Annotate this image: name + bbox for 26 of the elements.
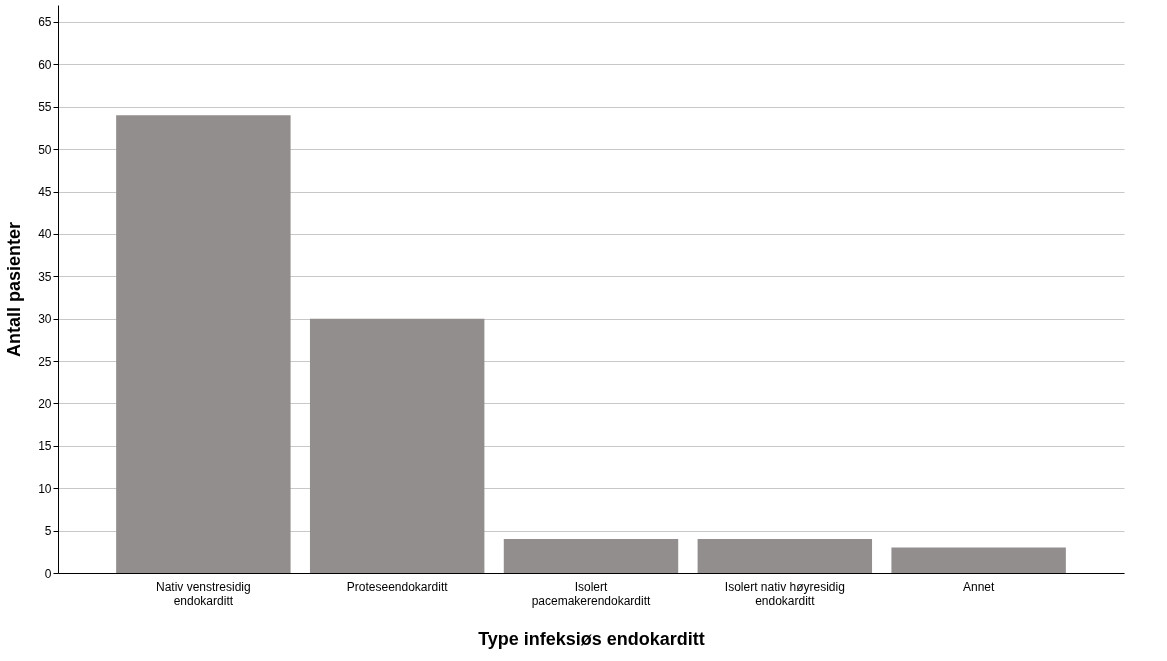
y-tick-label: 5 xyxy=(44,524,52,539)
x-axis-title: Type infeksiøs endokarditt xyxy=(478,628,705,649)
x-tick-label: Isolert nativ høyresidig endokarditt xyxy=(724,579,845,608)
y-tick-label: 0 xyxy=(44,566,52,581)
bar xyxy=(309,318,485,573)
y-tick-label: 25 xyxy=(38,354,52,369)
y-tick-label: 65 xyxy=(38,15,52,30)
bar xyxy=(503,539,679,573)
y-tick-label: 20 xyxy=(38,396,52,411)
x-tick-label: Nativ venstresidig endokarditt xyxy=(156,579,251,608)
bar xyxy=(891,547,1066,573)
y-tick-label: 55 xyxy=(38,100,52,115)
y-tick-label: 10 xyxy=(38,481,52,496)
y-tick-label: 60 xyxy=(38,57,52,72)
y-tick-label: 50 xyxy=(38,142,52,157)
x-tick-label: Isolert pacemakerendokarditt xyxy=(531,579,652,608)
x-tick-label: Proteseendokarditt xyxy=(346,579,449,594)
y-tick-label: 35 xyxy=(38,269,52,284)
y-tick-label: 15 xyxy=(38,439,52,454)
y-axis-title: Antall pasienter xyxy=(4,221,25,358)
x-tick-label: Annet xyxy=(962,579,995,594)
bar xyxy=(697,539,873,573)
y-tick-label: 30 xyxy=(38,312,52,327)
y-tick-label: 40 xyxy=(38,227,52,242)
y-tick-label: 45 xyxy=(38,185,52,200)
bar xyxy=(116,115,291,573)
